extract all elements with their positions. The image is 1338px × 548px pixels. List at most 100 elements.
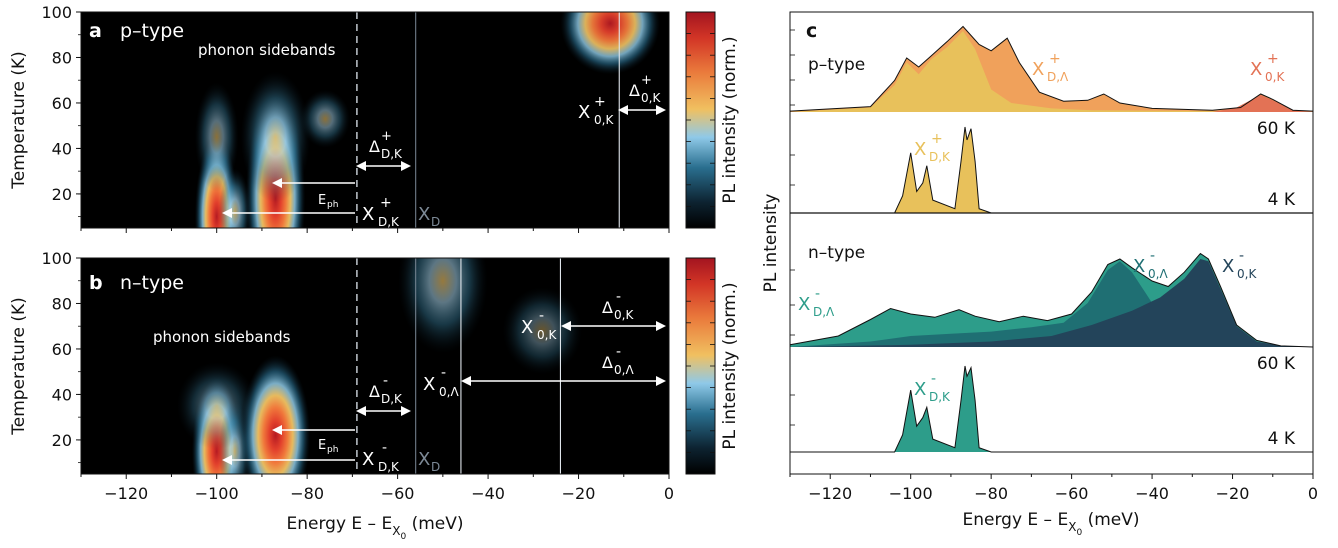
panel-c-ylabel: PL intensity xyxy=(761,194,781,293)
panel-a-xdk-label: X D,K + xyxy=(362,195,400,229)
svg-text:0,K: 0,K xyxy=(537,328,557,342)
svg-text:+: + xyxy=(931,131,943,147)
panel-a-phonon-label: phonon sidebands xyxy=(198,41,336,59)
blobs-b-blob-3 xyxy=(176,362,257,450)
panel-b-ytick-label: 60 xyxy=(52,340,72,359)
svg-text:-: - xyxy=(383,373,388,389)
panel-c-letter: c xyxy=(806,20,817,42)
panel-b-type: n–type xyxy=(120,272,184,294)
panel-a-ytick-label: 40 xyxy=(52,139,72,158)
svg-text:0,K: 0,K xyxy=(641,91,661,105)
svg-text:X: X xyxy=(1133,256,1145,277)
svg-text:X: X xyxy=(418,204,430,225)
svg-text:+: + xyxy=(380,195,392,211)
panel-c-ntype: n–type xyxy=(808,243,865,263)
p4-area xyxy=(790,127,1313,213)
blobs-b-blob-5 xyxy=(502,287,583,375)
panel-b-delta-0l: Δ 0,Λ - xyxy=(461,344,666,386)
blobs-a-blob-3 xyxy=(240,71,311,203)
panel-c-p60-label: 60 K xyxy=(1257,119,1296,139)
panel-b-phonon-label: phonon sidebands xyxy=(153,328,291,346)
panel-b-delta-0k: Δ 0,K - xyxy=(561,289,666,331)
n4-area xyxy=(790,366,1313,452)
svg-text:D,K: D,K xyxy=(381,147,403,161)
panel-c-xtick-label: −20 xyxy=(1216,484,1250,503)
panel-b-ytick-label: 80 xyxy=(52,294,72,313)
panel-b-background xyxy=(81,258,669,474)
panel-a-ytick-label: 80 xyxy=(52,48,72,67)
panel-c-xtick-label: −120 xyxy=(808,484,852,503)
svg-text:-: - xyxy=(1150,248,1155,264)
panel-a-ytick-label: 20 xyxy=(52,185,72,204)
blobs-a-blob-6 xyxy=(560,12,660,75)
panel-a-frame xyxy=(80,11,670,229)
svg-text:X: X xyxy=(914,139,926,160)
svg-text:-: - xyxy=(815,286,820,302)
panel-c-p4-xdk-label: X D,K + xyxy=(914,131,951,164)
panel-c-n4-xdk-label: X D,K - xyxy=(914,371,951,404)
panel-a-type: p–type xyxy=(120,20,184,42)
panel-a-ytick-label: 100 xyxy=(41,3,72,22)
svg-text:D: D xyxy=(431,460,440,474)
svg-text:X: X xyxy=(418,449,430,470)
panel-c-spectra xyxy=(789,25,1314,453)
panel-a-eph-arrows: E ph xyxy=(222,178,355,218)
svg-text:D,Λ: D,Λ xyxy=(813,305,835,319)
panel-b-xd-label: X D xyxy=(418,449,440,474)
panel-b-xdk-label: X D,K - xyxy=(362,440,400,474)
panel-c-n-x0k-label: X 0,K - xyxy=(1222,248,1257,281)
p60-xdk-area xyxy=(790,31,1313,112)
svg-text:-: - xyxy=(539,308,544,324)
heatmap-axes: 20 40 60 80 100 20 40 60 80 100 −120 −100 −80 −60 −40 −… xyxy=(41,3,674,503)
svg-text:X: X xyxy=(521,317,533,338)
svg-text:0,K: 0,K xyxy=(614,308,634,322)
panel-a-delta-0k: Δ 0,K + xyxy=(618,73,666,115)
panel-c-xtick-label: −100 xyxy=(889,484,933,503)
panel-b-ylabel: Temperature (K) xyxy=(9,297,29,436)
panel-a-letter: a xyxy=(89,20,102,42)
svg-text:+: + xyxy=(1267,51,1279,67)
svg-text:Δ: Δ xyxy=(369,137,380,156)
heatmap-xlabel: Energy E – EX0 (meV) xyxy=(286,514,463,542)
panel-c-frame xyxy=(789,11,1314,475)
svg-text:0,K: 0,K xyxy=(594,113,614,127)
panel-c-p-x0k-label: X 0,K + xyxy=(1250,51,1285,84)
n4-line xyxy=(790,365,1313,453)
panel-c-xtick-label: −80 xyxy=(974,484,1008,503)
panel-b-letter: b xyxy=(89,272,103,294)
panel-b-xtick-label: 0 xyxy=(664,484,674,503)
svg-text:+: + xyxy=(641,73,652,88)
panel-b-xtick-label: −100 xyxy=(195,484,239,503)
svg-text:Δ: Δ xyxy=(369,382,380,401)
panel-c-axes: −120 −100 −80 −60 −40 −20 0 xyxy=(789,29,1318,503)
panel-a-xd-label: X D xyxy=(418,204,440,229)
svg-text:Δ: Δ xyxy=(602,353,613,372)
svg-text:-: - xyxy=(382,440,387,456)
p60-x0k-area xyxy=(790,94,1313,112)
colorbar-b: PL intensity (norm.) xyxy=(685,257,740,475)
blobs-a-blob-4 xyxy=(194,82,239,192)
svg-text:X: X xyxy=(423,374,435,395)
panel-c-ptype: p–type xyxy=(808,55,865,75)
panel-b-frame xyxy=(80,257,670,475)
panel-a-delta-dk: Δ D,K + xyxy=(356,129,411,171)
svg-text:-: - xyxy=(931,371,936,387)
blobs-a-blob-5 xyxy=(300,89,351,148)
panel-b-x0k-label: X 0,K - xyxy=(521,308,557,342)
panel-b-x0l-label: X 0,Λ - xyxy=(423,365,459,399)
svg-text:-: - xyxy=(1239,248,1244,264)
panel-b: b n–type phonon sidebands E ph X D,K - X… xyxy=(80,257,670,475)
panel-c-xtick-label: −40 xyxy=(1135,484,1169,503)
svg-text:D,K: D,K xyxy=(378,215,400,229)
panel-a: a p–type phonon sidebands E ph X D,K + X… xyxy=(80,11,670,229)
panel-c-n4-label: 4 K xyxy=(1268,429,1296,449)
panel-a-ylabel: Temperature (K) xyxy=(9,51,29,190)
panel-b-xtick-label: −20 xyxy=(562,484,596,503)
svg-text:+: + xyxy=(594,94,606,110)
panel-a-blobs xyxy=(194,12,660,228)
svg-text:X: X xyxy=(1250,59,1262,80)
panel-b-ytick-label: 20 xyxy=(52,431,72,450)
svg-text:+: + xyxy=(1049,51,1061,67)
panel-b-delta-dk: Δ D,K - xyxy=(356,373,411,416)
